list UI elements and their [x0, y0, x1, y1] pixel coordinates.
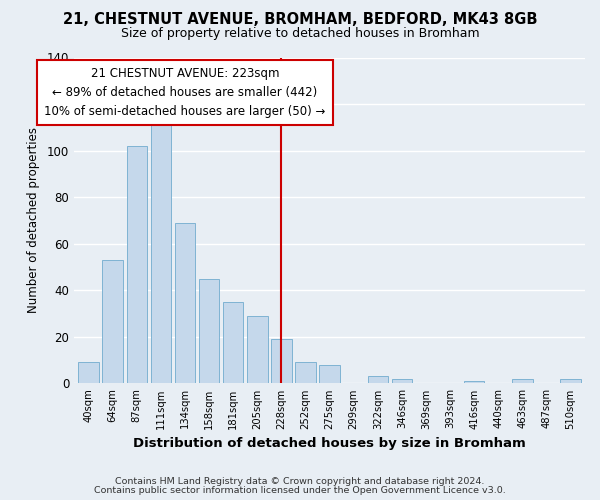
Bar	[512, 379, 533, 384]
Text: Contains public sector information licensed under the Open Government Licence v3: Contains public sector information licen…	[94, 486, 506, 495]
Bar	[127, 146, 147, 384]
Bar	[464, 381, 484, 384]
Y-axis label: Number of detached properties: Number of detached properties	[27, 128, 40, 314]
Bar	[319, 365, 340, 384]
Bar	[151, 125, 171, 384]
Bar	[199, 278, 220, 384]
Bar	[247, 316, 268, 384]
Bar	[560, 379, 581, 384]
X-axis label: Distribution of detached houses by size in Bromham: Distribution of detached houses by size …	[133, 437, 526, 450]
Text: Size of property relative to detached houses in Bromham: Size of property relative to detached ho…	[121, 28, 479, 40]
Bar	[79, 362, 99, 384]
Bar	[175, 223, 195, 384]
Bar	[271, 339, 292, 384]
Bar	[295, 362, 316, 384]
Text: 21 CHESTNUT AVENUE: 223sqm
← 89% of detached houses are smaller (442)
10% of sem: 21 CHESTNUT AVENUE: 223sqm ← 89% of deta…	[44, 67, 326, 118]
Bar	[392, 379, 412, 384]
Bar	[368, 376, 388, 384]
Bar	[223, 302, 244, 384]
Text: 21, CHESTNUT AVENUE, BROMHAM, BEDFORD, MK43 8GB: 21, CHESTNUT AVENUE, BROMHAM, BEDFORD, M…	[63, 12, 537, 28]
Bar	[103, 260, 123, 384]
Text: Contains HM Land Registry data © Crown copyright and database right 2024.: Contains HM Land Registry data © Crown c…	[115, 477, 485, 486]
